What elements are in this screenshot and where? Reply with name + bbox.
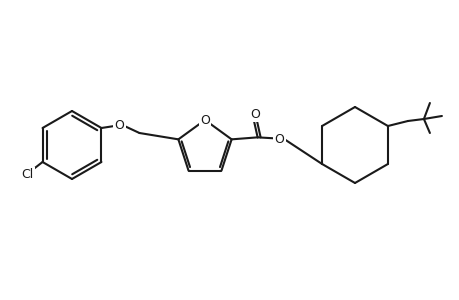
- Text: O: O: [274, 133, 284, 146]
- Text: O: O: [200, 113, 209, 127]
- Text: O: O: [250, 108, 259, 121]
- Text: Cl: Cl: [22, 169, 34, 182]
- Text: O: O: [114, 118, 124, 131]
